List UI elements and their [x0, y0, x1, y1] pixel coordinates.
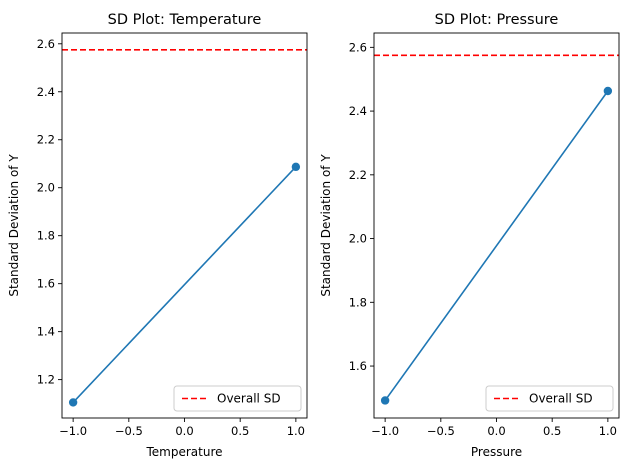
chart-panel-pressure: SD Plot: Pressure −1.0 −0.5 0.0 0.5 1.0 1.6 1.8… — [319, 12, 620, 459]
x-tick-label: 1.0 — [287, 424, 305, 438]
series-line — [384, 90, 609, 401]
y-tick-label: 2.0 — [349, 232, 367, 246]
x-tick-label: −0.5 — [115, 424, 143, 438]
series-line — [72, 166, 297, 403]
x-axis-label: Pressure — [471, 445, 522, 459]
plot-frame — [373, 32, 620, 419]
x-tick-label: 1.0 — [599, 424, 617, 438]
y-tick-label: 2.6 — [37, 37, 55, 51]
y-tick-label: 1.8 — [37, 229, 55, 243]
x-axis-label: Temperature — [145, 445, 222, 459]
x-tick-label: 0.0 — [175, 424, 193, 438]
data-point — [603, 86, 613, 96]
y-tick-label: 2.6 — [349, 40, 367, 54]
data-point — [291, 162, 301, 172]
y-tick-label: 2.0 — [37, 181, 55, 195]
data-point — [68, 398, 78, 407]
chart-title: SD Plot: Temperature — [108, 12, 262, 28]
x-tick-label: −1.0 — [59, 424, 87, 438]
legend: Overall SD — [485, 385, 614, 412]
x-tick-label: −1.0 — [371, 424, 399, 438]
legend-label: Overall SD — [217, 392, 281, 406]
legend-box — [485, 385, 614, 412]
y-tick-label: 1.4 — [37, 325, 55, 339]
legend-box — [173, 385, 302, 412]
y-tick-label: 2.2 — [349, 168, 367, 182]
y-tick-label: 1.8 — [349, 295, 367, 309]
plot-frame — [61, 32, 308, 419]
legend: Overall SD — [173, 385, 302, 412]
y-tick-label: 1.6 — [349, 359, 367, 373]
data-point — [380, 396, 390, 405]
legend-label: Overall SD — [529, 392, 593, 406]
x-tick-label: 0.5 — [543, 424, 561, 438]
y-axis-label: Standard Deviation of Y — [7, 154, 21, 297]
y-tick-label: 2.4 — [349, 104, 367, 118]
x-tick-label: 0.5 — [231, 424, 249, 438]
chart-title: SD Plot: Pressure — [435, 12, 559, 28]
y-axis-label: Standard Deviation of Y — [319, 154, 333, 297]
y-tick-label: 2.4 — [37, 85, 55, 99]
y-tick-label: 2.2 — [37, 133, 55, 147]
x-tick-label: 0.0 — [487, 424, 505, 438]
y-tick-label: 1.2 — [37, 373, 55, 387]
chart-panel-temperature: SD Plot: Temperature −1.0 −0.5 0.0 0.5 1.0 1.2… — [7, 12, 308, 459]
y-tick-label: 1.6 — [37, 277, 55, 291]
x-tick-label: −0.5 — [427, 424, 455, 438]
